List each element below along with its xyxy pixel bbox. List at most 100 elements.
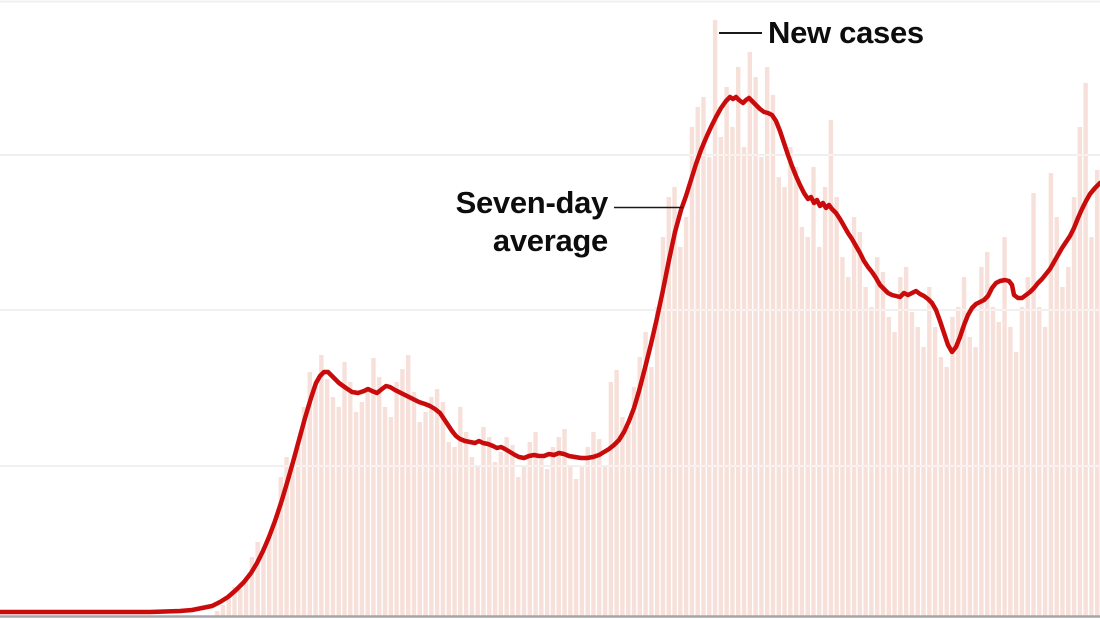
daily-cases-bar (996, 322, 1001, 617)
daily-cases-bar (857, 232, 863, 617)
daily-cases-bar (788, 147, 793, 617)
daily-cases-bar (764, 67, 770, 617)
daily-cases-bar (475, 467, 480, 617)
daily-cases-bar (712, 20, 718, 617)
daily-cases-bar (741, 147, 747, 617)
daily-cases-bar (759, 157, 764, 617)
daily-cases-bar (817, 247, 822, 617)
daily-cases-bar (463, 432, 469, 617)
daily-cases-bar (539, 459, 544, 617)
daily-cases-bar (1025, 277, 1030, 617)
daily-cases-bar (985, 252, 990, 617)
daily-cases-bar (597, 439, 602, 617)
daily-cases-bar (874, 257, 880, 617)
daily-cases-bar (961, 277, 967, 617)
daily-cases-bar (301, 407, 307, 617)
daily-cases-bar (678, 247, 683, 617)
daily-cases-bar (828, 120, 834, 617)
daily-cases-bar (521, 467, 527, 617)
daily-cases-bar (353, 412, 359, 617)
daily-cases-bar (672, 187, 677, 617)
daily-cases-bar (388, 417, 394, 617)
daily-cases-bar (591, 432, 596, 617)
daily-cases-bar (492, 462, 498, 617)
daily-cases-bar (701, 97, 706, 617)
daily-cases-bar (840, 257, 845, 617)
daily-cases-bar (336, 407, 341, 617)
daily-cases-bar (747, 52, 753, 617)
daily-cases-bar (516, 477, 521, 617)
daily-cases-bar (956, 307, 961, 617)
daily-cases-bar (915, 327, 920, 617)
daily-cases-bar (909, 312, 915, 617)
daily-cases-bar (602, 467, 608, 617)
seven-day-average-label: Seven-day average (455, 185, 609, 258)
daily-cases-bar (1083, 83, 1088, 617)
daily-cases-bar (660, 237, 666, 617)
daily-cases-bar (562, 429, 567, 617)
daily-cases-bar (342, 362, 347, 617)
daily-cases-bar (892, 332, 897, 617)
daily-cases-bar (452, 447, 457, 617)
daily-cases-bar (683, 217, 689, 617)
daily-cases-bar (979, 267, 984, 617)
daily-cases-bar (1060, 287, 1065, 617)
daily-cases-bar (834, 197, 839, 617)
daily-cases-bar (967, 337, 973, 617)
daily-cases-bar (272, 522, 278, 617)
daily-cases-bar (434, 389, 440, 617)
daily-cases-bar (573, 479, 579, 617)
daily-cases-bar (736, 67, 741, 617)
daily-cases-bar (822, 187, 828, 617)
daily-cases-bar (1071, 197, 1077, 617)
new-cases-label: New cases (768, 15, 924, 50)
daily-cases-bar (458, 407, 463, 617)
daily-cases-bar (1013, 352, 1019, 617)
daily-cases-bar (440, 402, 446, 617)
daily-cases-bar (307, 372, 312, 617)
daily-cases-bar (944, 367, 949, 617)
daily-cases-bar (255, 542, 260, 617)
daily-cases-bar (903, 267, 909, 617)
daily-cases-bar (220, 605, 226, 617)
daily-cases-bar (579, 465, 585, 617)
daily-cases-bar (330, 397, 336, 617)
daily-cases-bar (481, 427, 486, 617)
gridlines-overlay (0, 0, 1100, 467)
daily-cases-bar (411, 392, 417, 617)
daily-cases-bar (805, 237, 810, 617)
daily-cases-bar (921, 347, 926, 617)
daily-cases-bar (319, 355, 324, 617)
daily-cases-bar (846, 277, 851, 617)
daily-cases-bar (637, 357, 642, 617)
daily-cases-bar (226, 599, 231, 617)
daily-cases-bar (243, 579, 249, 617)
daily-cases-bar (238, 589, 243, 617)
daily-cases-bar (938, 357, 944, 617)
daily-cases-bar (626, 427, 631, 617)
daily-cases-bar (614, 370, 619, 617)
daily-cases-bar (811, 167, 816, 617)
daily-cases-bar (898, 277, 903, 617)
daily-cases-bar (724, 87, 729, 617)
daily-cases-bar (869, 307, 874, 617)
daily-cases-bar (927, 287, 932, 617)
daily-cases-bar (695, 107, 700, 617)
daily-cases-bar (295, 447, 301, 617)
daily-cases-bar (261, 547, 266, 617)
daily-cases-bar (232, 587, 237, 617)
daily-cases-bar (707, 157, 712, 617)
daily-cases-bar (1037, 307, 1042, 617)
daily-cases-bar (718, 137, 724, 617)
daily-cases-bar (776, 177, 781, 617)
seven-day-average-line (0, 94, 1100, 615)
daily-cases-bar (510, 445, 515, 617)
daily-cases-bar (533, 432, 538, 617)
daily-cases-bar (394, 382, 399, 617)
daily-cases-bar (527, 442, 532, 617)
daily-cases-bar (585, 447, 590, 617)
daily-cases-bar (689, 127, 695, 617)
daily-cases-bar (880, 272, 886, 617)
daily-cases-bar (214, 611, 220, 617)
